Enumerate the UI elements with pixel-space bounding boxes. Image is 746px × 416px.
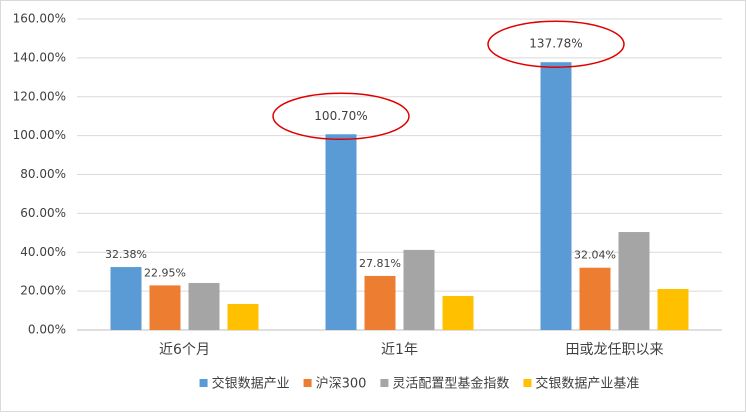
y-tick-label: 120.00% <box>13 89 66 103</box>
bar <box>442 295 474 330</box>
bar <box>325 134 357 330</box>
highlight-ellipse <box>272 92 410 141</box>
data-label: 32.04% <box>574 249 616 262</box>
legend-swatch <box>523 379 532 387</box>
y-tick-label: 80.00% <box>20 167 66 181</box>
legend-label: 交银数据产业 <box>212 376 290 392</box>
y-tick-label: 0.00% <box>28 323 66 337</box>
highlight-ellipse <box>487 20 625 68</box>
legend-label: 交银数据产业基准 <box>535 376 639 392</box>
bar <box>540 62 572 330</box>
legend-swatch <box>303 379 312 387</box>
x-tick-label: 近1年 <box>381 342 418 358</box>
y-tick-label: 140.00% <box>13 50 66 64</box>
bar <box>110 267 142 330</box>
data-label: 137.78% <box>529 37 582 51</box>
data-label: 22.95% <box>144 266 186 279</box>
y-tick-label: 20.00% <box>20 284 66 298</box>
y-tick-label: 40.00% <box>20 245 66 259</box>
legend-swatch <box>380 379 389 387</box>
data-label: 32.38% <box>105 248 147 261</box>
legend-label: 沪深300 <box>316 376 367 392</box>
data-label: 27.81% <box>359 257 401 270</box>
bar <box>657 288 689 330</box>
bar <box>188 282 220 330</box>
x-tick-label: 田或龙任职以来 <box>566 342 664 358</box>
y-tick-label: 160.00% <box>13 12 66 26</box>
x-tick-label: 近6个月 <box>159 342 210 358</box>
bar <box>579 267 611 330</box>
bar <box>227 303 259 330</box>
legend-label: 灵活配置型基金指数 <box>392 376 509 392</box>
y-tick-label: 100.00% <box>13 128 66 142</box>
bar <box>149 285 181 330</box>
data-label: 100.70% <box>314 109 367 123</box>
y-tick-label: 60.00% <box>20 206 66 220</box>
bar <box>364 275 396 330</box>
bar <box>618 232 650 330</box>
bar <box>403 249 435 330</box>
legend-swatch <box>199 379 208 387</box>
